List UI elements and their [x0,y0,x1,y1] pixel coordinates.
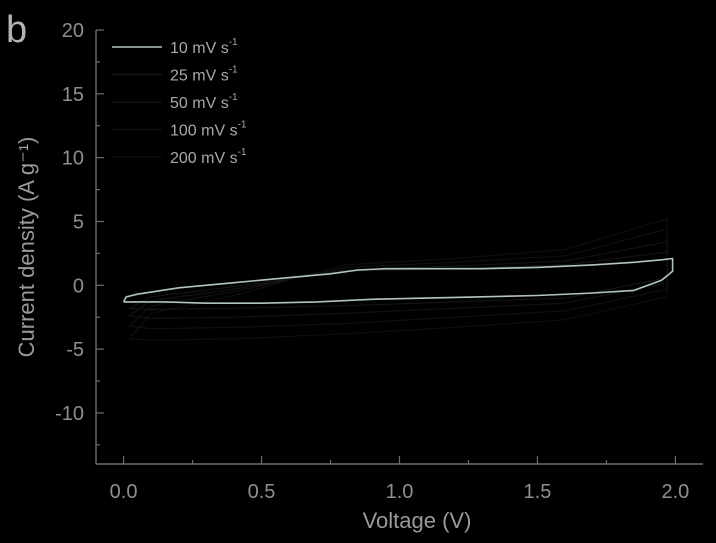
legend-entry-3: 100 mV s-1 [170,120,247,140]
x-tick-label: 1.5 [524,481,552,503]
x-axis-title: Voltage (V) [363,508,472,533]
y-axis-title: Current density (A g⁻¹) [14,137,39,358]
y-tick-label: 5 [73,211,84,233]
series-line-4 [128,218,668,341]
legend: 10 mV s-1 25 mV s-1 50 mV s-1 100 mV s-1 200… [112,37,247,167]
series-line-0 [122,257,674,305]
legend-entry-1: 25 mV s-1 [170,65,238,85]
y-tick-label: 0 [73,275,84,297]
y-tick-label: 20 [62,20,84,42]
x-tick-label: 2.0 [662,481,690,503]
y-tick-label: -10 [55,403,84,425]
y-tick-label: 10 [62,148,84,170]
panel-label: b [6,9,27,51]
x-tick-label: 1.0 [386,481,414,503]
series-line-3 [128,228,668,330]
series-line-2 [128,241,668,320]
legend-entry-4: 200 mV s-1 [170,147,247,167]
x-tick-label: 0.0 [110,481,138,503]
y-tick-label: 15 [62,84,84,106]
y-tick-label: -5 [66,339,84,361]
series-line-1 [128,251,668,311]
legend-entry-0: 10 mV s-1 [170,37,238,57]
series-layer [122,218,674,341]
x-tick-label: 0.5 [248,481,276,503]
ticks-layer: 0.0 0.5 1.0 1.5 2.0 -10 -5 0 5 10 15 20 [55,20,689,503]
legend-entry-2: 50 mV s-1 [170,92,238,112]
